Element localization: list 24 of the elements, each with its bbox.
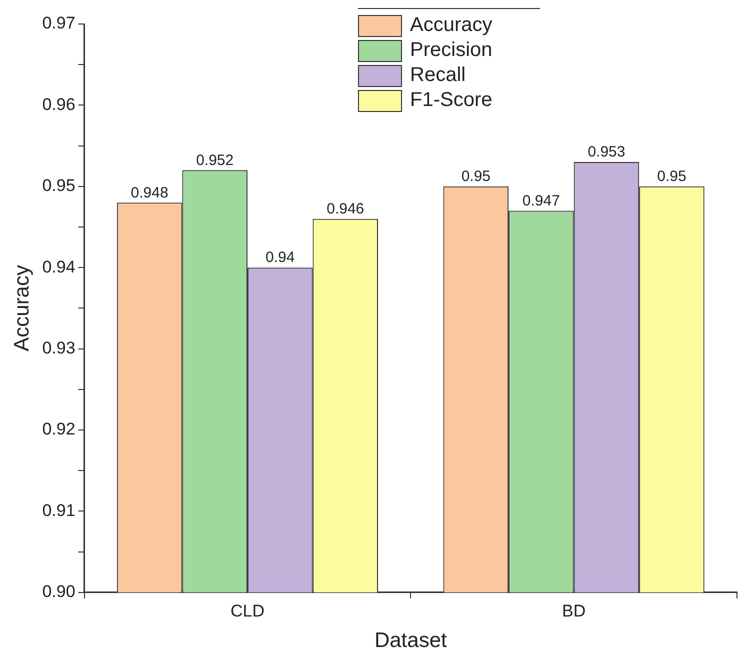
y-tick-label: 0.96 (42, 94, 76, 114)
legend-label: Accuracy (410, 14, 492, 37)
y-tick-label: 0.92 (42, 420, 76, 439)
y-axis-title: Accuracy (10, 264, 34, 352)
data-label: 0.952 (196, 152, 234, 169)
data-label: 0.94 (266, 249, 295, 266)
data-label: 0.948 (130, 184, 168, 202)
legend-label: F1-Score (410, 89, 492, 112)
x-tick-label: CLD (230, 601, 264, 620)
data-label: 0.946 (326, 200, 364, 218)
y-tick-label: 0.97 (42, 14, 76, 33)
data-label: 0.947 (522, 192, 560, 210)
x-axis-title: Dataset (374, 629, 447, 652)
y-tick-label: 0.94 (42, 257, 76, 276)
data-label: 0.953 (588, 144, 626, 161)
data-label: 0.95 (657, 168, 686, 186)
legend-label: Recall (410, 64, 466, 87)
y-tick-label: 0.91 (42, 500, 76, 520)
legend-label: Precision (410, 39, 492, 62)
y-tick-label: 0.95 (42, 176, 76, 196)
data-label: 0.95 (461, 168, 491, 186)
y-tick-label: 0.90 (42, 582, 76, 602)
x-tick-label: BD (562, 601, 586, 620)
y-tick-label: 0.93 (42, 338, 76, 358)
